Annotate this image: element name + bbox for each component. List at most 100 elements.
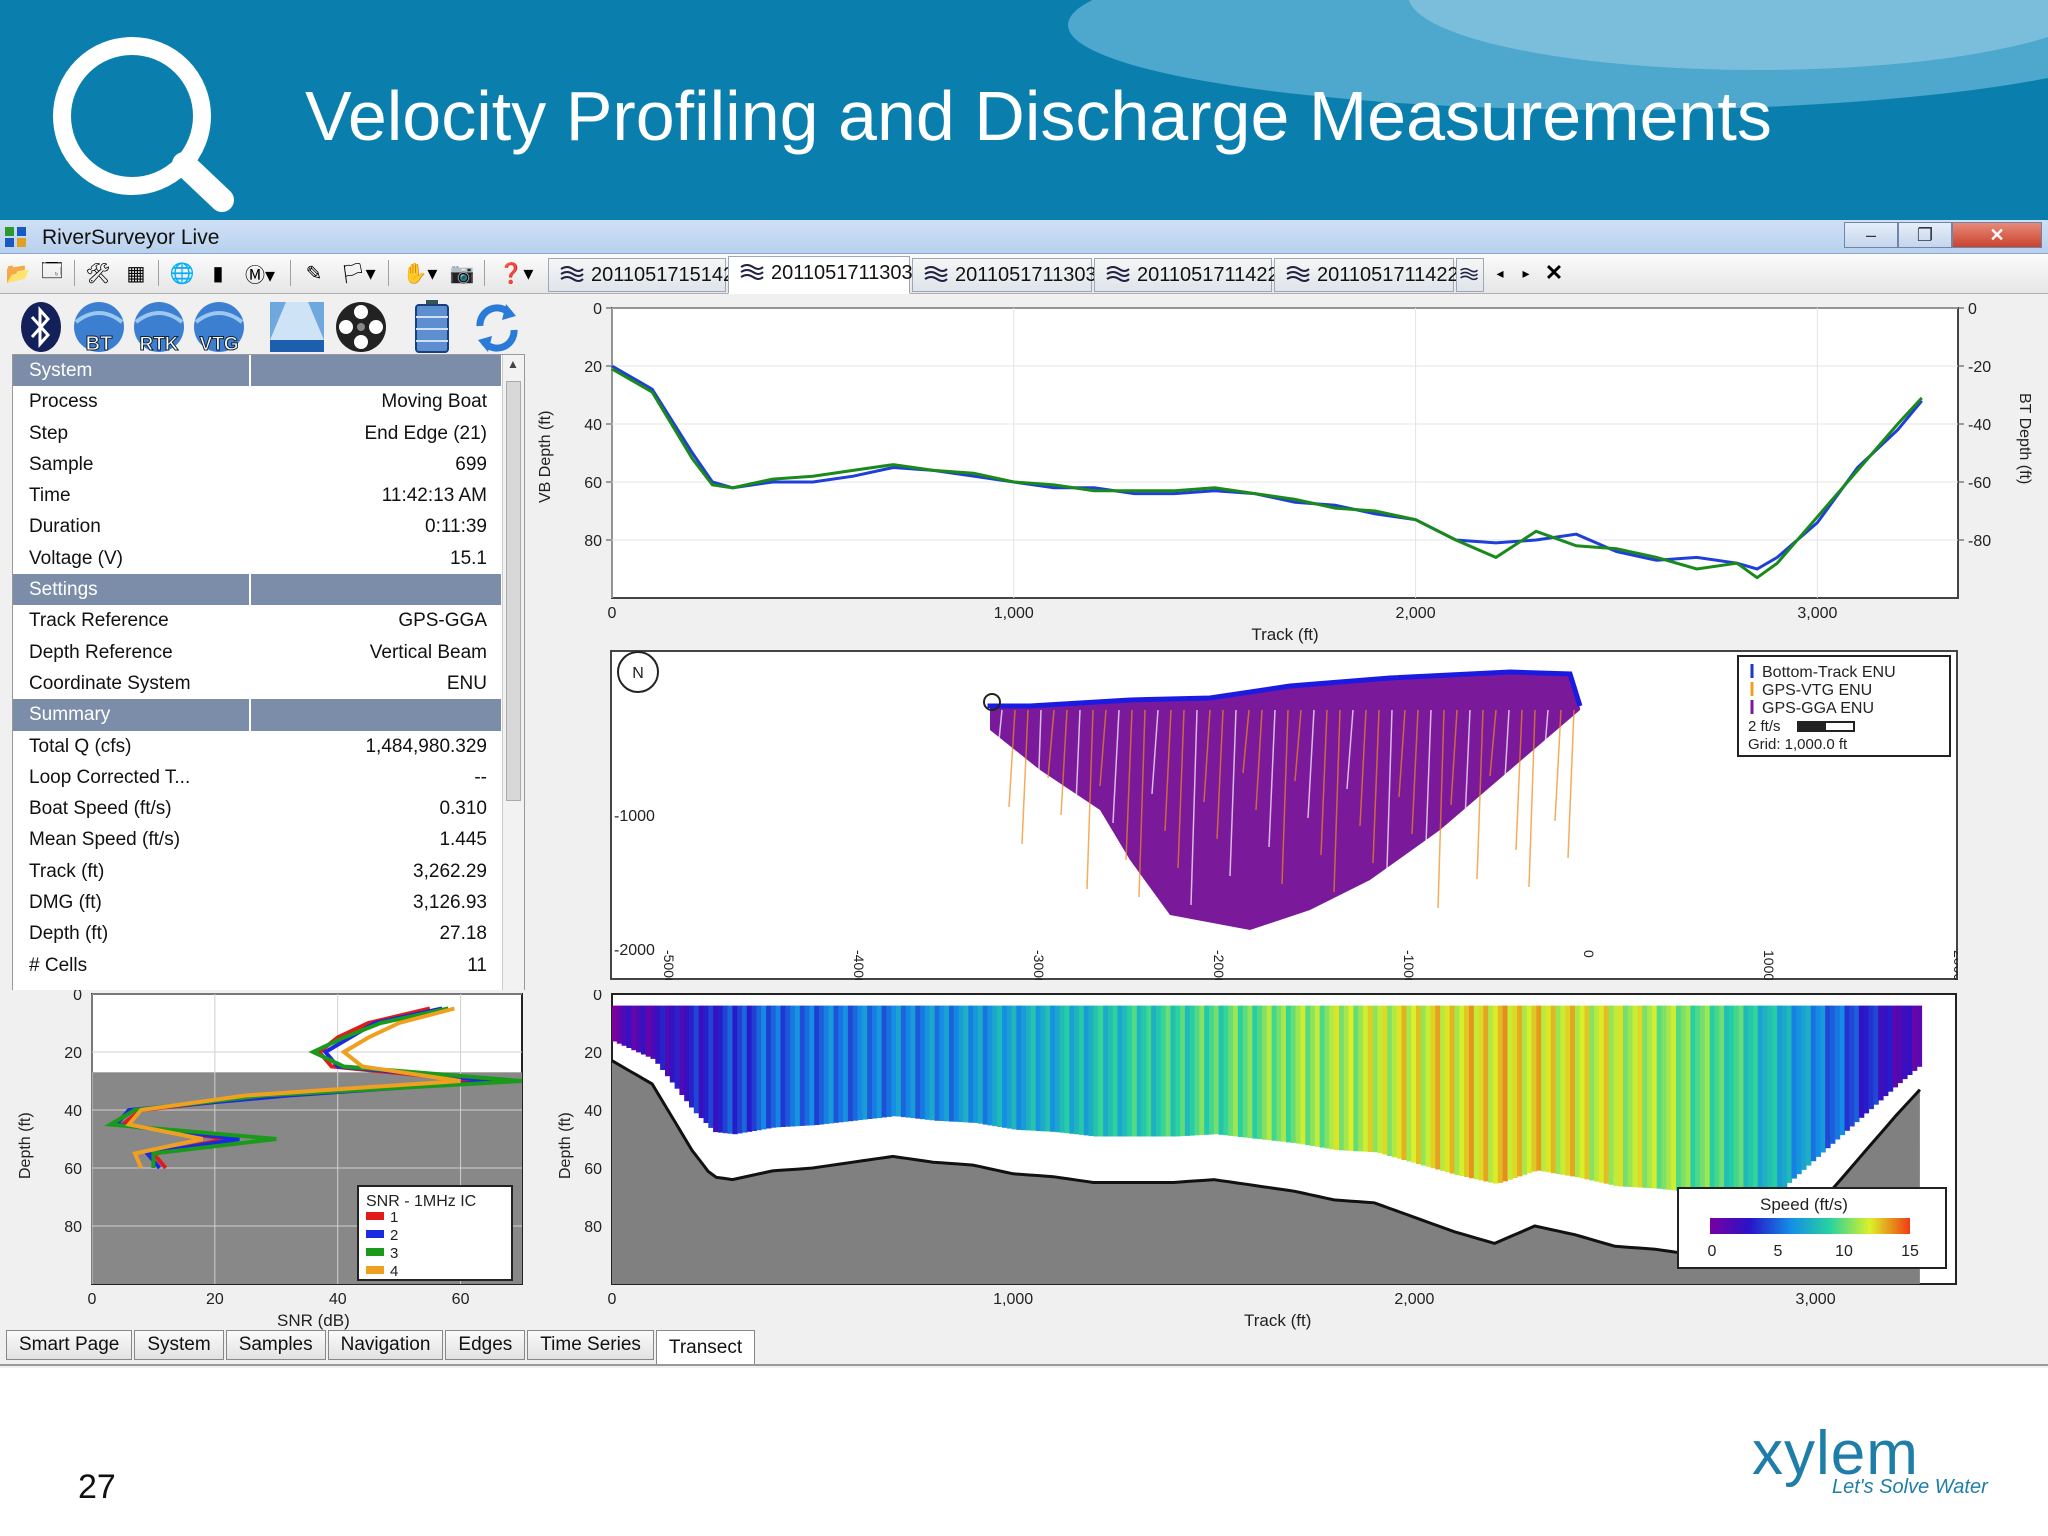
property-row[interactable]: Duration 0:11:39	[13, 511, 501, 542]
probe-icon[interactable]: ▮	[212, 262, 224, 285]
property-row[interactable]: Total Q (cfs) 1,484,980.329	[13, 731, 501, 762]
depth-profile-chart[interactable]: 0 0 20 -20 40 -40 60 -60 80 -80 0 1,000 2,000 3,000 Tr…	[530, 300, 2046, 866]
x-tick-label: 60	[452, 1291, 470, 1308]
edit-icon[interactable]: ✎	[305, 262, 323, 285]
property-row[interactable]: Boat Speed (ft/s) 0.310	[13, 793, 501, 824]
tab-samples[interactable]: Samples	[225, 1330, 326, 1360]
bluetooth-icon[interactable]	[18, 300, 64, 354]
doc-tab-overflow[interactable]	[1456, 258, 1484, 292]
velocity-cell-column	[1521, 1005, 1528, 1175]
velocity-cell-column	[944, 1005, 950, 1122]
velocity-cell-column	[1054, 1005, 1061, 1133]
velocity-cell-column	[1305, 1005, 1311, 1146]
property-row[interactable]: DMG (ft) 3,126.93	[13, 887, 501, 918]
close-window-button[interactable]: ✕	[1952, 222, 2042, 248]
ship-track-chart[interactable]: -5000 -4000 -3000 -2000 -1000 0 1000 2000 -1000 -…	[610, 650, 1967, 986]
velocity-cell-column	[1324, 1005, 1330, 1149]
property-row[interactable]: Coordinate System ENU	[13, 668, 501, 699]
property-row[interactable]: Mean Speed (ft/s) 1.445	[13, 824, 501, 855]
property-row[interactable]: Process Moving Boat	[13, 386, 501, 417]
velocity-cell-column	[1401, 1005, 1407, 1160]
velocity-stick	[1242, 709, 1250, 774]
open-folder-icon[interactable]: 📂	[5, 262, 31, 285]
property-section-header[interactable]: System	[13, 355, 501, 387]
globe-icon[interactable]: 🌐	[169, 262, 195, 285]
tab-time-series[interactable]: Time Series	[527, 1330, 654, 1360]
property-row[interactable]: Sample 699	[13, 449, 501, 480]
battery-icon[interactable]	[410, 300, 454, 354]
minimize-button[interactable]: –	[1844, 222, 1898, 248]
velocity-cell-column	[804, 1005, 810, 1126]
velocity-stick	[1034, 709, 1042, 882]
camera-icon[interactable]: 📷	[449, 262, 475, 285]
x-tick-label: -3000	[1031, 950, 1047, 980]
property-row[interactable]: Step End Edge (21)	[13, 418, 501, 449]
velocity-cell-column	[616, 1005, 623, 1044]
surface-icon[interactable]	[268, 300, 326, 354]
hand-dropdown-icon[interactable]: ✋▾	[402, 262, 438, 285]
new-window-icon[interactable]: 🗔	[41, 260, 63, 282]
doc-tab-0[interactable]: 20110517151422r	[548, 258, 752, 292]
tab-scroll-left-button[interactable]: ◂	[1496, 264, 1504, 281]
table-icon[interactable]: ▦	[126, 262, 146, 285]
tools-icon[interactable]: 🛠	[85, 262, 111, 285]
property-row[interactable]: Track Reference GPS-GGA	[13, 605, 501, 636]
doc-tab-1[interactable]: 20110517113035	[728, 256, 924, 294]
rtk-icon[interactable]: RTK	[130, 300, 188, 354]
velocity-cell-column	[1531, 1005, 1537, 1172]
property-value: 699	[455, 453, 487, 475]
property-section-header[interactable]: Summary	[13, 699, 501, 731]
tab-scroll-right-button[interactable]: ▸	[1522, 264, 1530, 281]
doc-tab-2[interactable]: 20110517113035r	[912, 258, 1114, 292]
property-row[interactable]: # Cells 11	[13, 950, 501, 981]
maximize-button[interactable]: ❐	[1898, 222, 1952, 248]
legend-entry: 1	[390, 1209, 398, 1226]
film-reel-icon[interactable]	[330, 300, 392, 354]
velocity-cell-column	[1026, 1005, 1032, 1131]
velocity-cell-column	[1252, 1005, 1258, 1139]
velocity-cell-column	[1261, 1005, 1268, 1140]
property-row[interactable]: Loop Corrected T... --	[13, 762, 501, 793]
tab-smart-page[interactable]: Smart Page	[6, 1330, 133, 1360]
velocity-cell-column	[1714, 1005, 1720, 1195]
velocity-cell-column	[1647, 1005, 1653, 1189]
doc-tab-4[interactable]: 20110517114222r	[1274, 258, 1476, 292]
ship-track-panel: -5000 -4000 -3000 -2000 -1000 0 1000 2000 -1000 -…	[610, 650, 1967, 986]
velocity-cell-column	[1690, 1005, 1696, 1193]
toolbar: 📂 🗔 🛠 ▦ 🌐 ▮ Ⓜ▾ ✎ 🏳▾ ✋▾ 📷 ❓▾ 201105171514…	[0, 254, 2048, 294]
tab-navigation[interactable]: Navigation	[327, 1330, 444, 1360]
scroll-up-icon[interactable]: ▲	[507, 357, 519, 371]
velocity-cell-column	[1483, 1005, 1489, 1182]
velocity-cell-column	[1579, 1005, 1586, 1179]
flag-dropdown-icon[interactable]: 🏳▾	[340, 262, 376, 285]
velocity-cell-column	[1844, 1005, 1850, 1131]
velocity-stick	[1177, 709, 1185, 869]
bt-icon[interactable]: BT	[70, 300, 128, 354]
help-dropdown-icon[interactable]: ❓▾	[498, 262, 534, 285]
property-section-header[interactable]: Settings	[13, 574, 501, 606]
velocity-cell-column	[1651, 1005, 1658, 1189]
velocity-contour-chart[interactable]: 0 20 40 60 80 0 1,000 2,000 3,000 Track (ft) Depth…	[540, 987, 2048, 1330]
tab-edges[interactable]: Edges	[445, 1330, 526, 1360]
tab-transect[interactable]: Transect	[655, 1330, 756, 1364]
scroll-thumb[interactable]	[506, 381, 521, 801]
velocity-stick	[1125, 709, 1133, 861]
velocity-cell-column	[761, 1005, 767, 1130]
property-row[interactable]: Voltage (V) 15.1	[13, 543, 501, 574]
property-row[interactable]: Track (ft) 3,262.29	[13, 856, 501, 887]
property-row[interactable]: Time 11:42:13 AM	[13, 480, 501, 511]
riverbed-area	[612, 1060, 1920, 1284]
tab-baseline	[0, 1364, 2048, 1366]
property-row[interactable]: Depth (ft) 27.18	[13, 918, 501, 949]
refresh-icon[interactable]	[472, 300, 522, 354]
doc-tab-3[interactable]: 20110517114222	[1094, 258, 1290, 292]
velocity-cell-column	[876, 1005, 883, 1118]
window-title: RiverSurveyor Live	[42, 226, 220, 249]
mb-dropdown-icon[interactable]: Ⓜ▾	[244, 264, 276, 287]
tab-system[interactable]: System	[134, 1330, 224, 1360]
velocity-cell-column	[1574, 1005, 1581, 1178]
close-tab-icon[interactable]: ✕	[1544, 260, 1564, 285]
vtg-icon[interactable]: VTG	[190, 300, 248, 354]
property-row[interactable]: Depth Reference Vertical Beam	[13, 637, 501, 668]
